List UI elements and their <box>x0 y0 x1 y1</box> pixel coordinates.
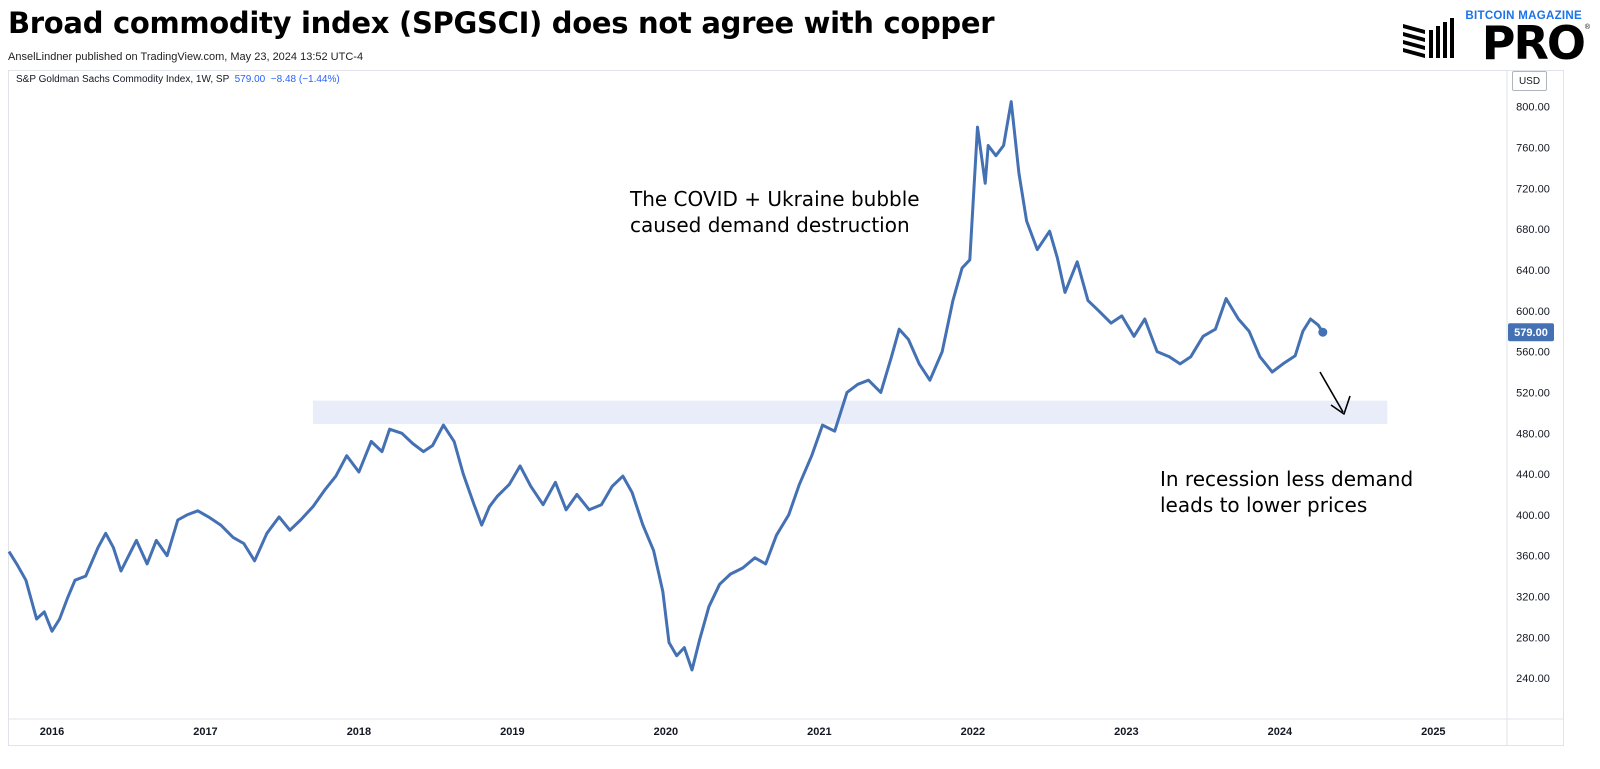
x-tick-label: 2016 <box>40 726 64 738</box>
last-price-tag-label: 579.00 <box>1514 327 1548 339</box>
y-tick-label: 800.00 <box>1516 102 1550 114</box>
x-tick-label: 2025 <box>1421 726 1445 738</box>
x-tick-label: 2018 <box>347 726 371 738</box>
y-tick-label: 760.00 <box>1516 143 1550 155</box>
down-arrow-head-icon <box>1330 395 1351 415</box>
x-tick-label: 2019 <box>500 726 524 738</box>
y-tick-label: 280.00 <box>1516 632 1550 644</box>
last-price-tag <box>1508 323 1554 342</box>
y-tick-label: 240.00 <box>1516 673 1550 685</box>
y-tick-label: 360.00 <box>1516 551 1550 563</box>
y-tick-label: 320.00 <box>1516 592 1550 604</box>
y-tick-label: 400.00 <box>1516 510 1550 522</box>
logo-mark-icon <box>1403 18 1454 58</box>
y-tick-label: 680.00 <box>1516 224 1550 236</box>
x-tick-label: 2020 <box>654 726 678 738</box>
x-tick-label: 2017 <box>193 726 217 738</box>
y-tick-label: 480.00 <box>1516 428 1550 440</box>
legend-change: −8.48 (−1.44%) <box>270 74 340 85</box>
chart-title: Broad commodity index (SPGSCI) does not … <box>8 6 995 40</box>
registered-mark: ® <box>1584 24 1590 31</box>
logo-tagline: BITCOIN MAGAZINE <box>1465 10 1582 22</box>
last-price-dot <box>1318 327 1328 337</box>
y-tick-label: 640.00 <box>1516 265 1550 277</box>
x-tick-label: 2022 <box>961 726 985 738</box>
legend-symbol: S&P Goldman Sachs Commodity Index, 1W, S… <box>16 74 230 85</box>
y-tick-label: 440.00 <box>1516 469 1550 481</box>
support-zone <box>312 400 1388 425</box>
annotation-recession: In recession less demand leads to lower … <box>1160 467 1414 517</box>
y-tick-label: 560.00 <box>1516 347 1550 359</box>
x-tick-label: 2023 <box>1114 726 1138 738</box>
down-arrow-icon <box>1319 371 1344 413</box>
logo-wordmark: PRO <box>1481 16 1586 70</box>
chart-legend: S&P Goldman Sachs Commodity Index, 1W, S… <box>16 74 340 85</box>
annotation-covid: The COVID + Ukraine bubble caused demand… <box>630 187 920 237</box>
publish-info: AnselLindner published on TradingView.co… <box>8 51 364 63</box>
currency-button[interactable]: USD <box>1512 71 1547 91</box>
price-line <box>7 100 1325 672</box>
x-tick-label: 2024 <box>1268 726 1293 738</box>
y-tick-label: 600.00 <box>1516 306 1550 318</box>
x-tick-label: 2021 <box>807 726 831 738</box>
legend-last-price: 579.00 <box>234 74 266 85</box>
y-tick-label: 720.00 <box>1516 183 1550 195</box>
y-tick-label: 520.00 <box>1516 387 1550 399</box>
bitcoin-magazine-pro-logo: BITCOIN MAGAZINE PRO ® <box>1400 4 1590 68</box>
